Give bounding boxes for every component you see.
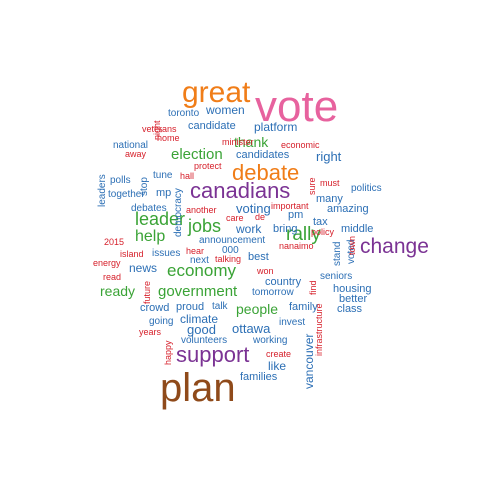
word-create: create bbox=[266, 349, 292, 359]
word-families: families bbox=[240, 371, 278, 383]
word-better: better bbox=[339, 293, 368, 305]
word-another: another bbox=[186, 205, 217, 215]
word-proud: proud bbox=[176, 301, 205, 313]
word-000: 000 bbox=[222, 245, 239, 256]
word-housing: housing bbox=[333, 283, 372, 295]
word-minister: minister bbox=[222, 137, 254, 147]
word-amazing: amazing bbox=[327, 203, 369, 215]
word-climate: climate bbox=[180, 312, 219, 326]
word-hear: hear bbox=[186, 246, 205, 256]
word-good: good bbox=[187, 322, 216, 337]
word-next: next bbox=[190, 255, 209, 266]
word-future: future bbox=[142, 280, 152, 304]
word-veterans: veterans bbox=[142, 124, 177, 134]
word-years: years bbox=[139, 327, 162, 337]
word-tax: tax bbox=[313, 216, 328, 228]
word-care: care bbox=[226, 213, 244, 223]
word-pm: pm bbox=[288, 209, 304, 221]
word-country: country bbox=[265, 276, 302, 288]
word-happy: happy bbox=[163, 340, 173, 365]
word-de: de bbox=[255, 212, 266, 222]
word-tomorrow: tomorrow bbox=[252, 287, 294, 298]
word-rally: rally bbox=[286, 224, 321, 245]
word-policy: policy bbox=[311, 227, 335, 237]
word-work: work bbox=[236, 222, 262, 236]
word-2015: 2015 bbox=[104, 237, 125, 247]
word-great: great bbox=[182, 76, 251, 109]
word-won: won bbox=[257, 266, 274, 276]
word-sure: sure bbox=[307, 177, 317, 195]
word-talking: talking bbox=[215, 254, 242, 264]
word-volunteers: volunteers bbox=[181, 335, 228, 346]
word-ready: ready bbox=[100, 283, 136, 299]
word-news: news bbox=[129, 261, 158, 275]
word-many: many bbox=[316, 193, 343, 205]
word-town: town bbox=[347, 235, 357, 255]
word-economy: economy bbox=[167, 261, 236, 280]
word-candidate: candidate bbox=[188, 120, 236, 132]
word-plan: plan bbox=[160, 366, 236, 410]
word-hall: hall bbox=[180, 171, 195, 181]
word-vote: vote bbox=[255, 82, 339, 131]
word-night: night bbox=[152, 120, 162, 140]
word-support: support bbox=[176, 342, 250, 367]
word-going: going bbox=[149, 316, 174, 327]
word-debates: debates bbox=[131, 203, 167, 214]
word-must: must bbox=[320, 178, 340, 188]
word-family: family bbox=[289, 301, 318, 313]
word-voting: voting bbox=[236, 201, 271, 216]
word-politics: politics bbox=[351, 183, 382, 194]
word-women: women bbox=[206, 103, 245, 117]
word-read: read bbox=[103, 272, 122, 282]
word-best: best bbox=[248, 251, 269, 263]
word-democracy: democracy bbox=[173, 187, 184, 237]
word-middle: middle bbox=[341, 223, 374, 235]
word-find: find bbox=[308, 280, 318, 295]
word-announcement: announcement bbox=[199, 235, 266, 246]
word-nanaimo: nanaimo bbox=[279, 241, 314, 251]
word-candidates: candidates bbox=[236, 149, 290, 161]
word-polls: polls bbox=[110, 175, 131, 186]
word-class: class bbox=[337, 303, 363, 315]
word-jobs: jobs bbox=[188, 216, 222, 236]
word-talk: talk bbox=[212, 301, 228, 312]
word-like: like bbox=[268, 359, 287, 373]
word-toronto: toronto bbox=[168, 108, 200, 119]
word-economic: economic bbox=[281, 140, 320, 150]
word-issues: issues bbox=[152, 248, 181, 259]
word-seniors: seniors bbox=[320, 271, 353, 282]
word-change: change bbox=[360, 235, 429, 258]
word-tune: tune bbox=[153, 170, 173, 181]
word-crowd: crowd bbox=[140, 302, 170, 314]
word-stop: stop bbox=[139, 177, 150, 196]
word-bring: bring bbox=[273, 223, 298, 235]
word-help: help bbox=[135, 228, 166, 245]
word-island: island bbox=[120, 249, 144, 259]
word-away: away bbox=[125, 149, 147, 159]
word-platform: platform bbox=[254, 120, 298, 134]
word-thank: thank bbox=[234, 134, 269, 150]
word-protect: protect bbox=[194, 161, 222, 171]
word-ottawa: ottawa bbox=[232, 321, 271, 336]
word-election: election bbox=[171, 146, 223, 163]
word-home: home bbox=[157, 133, 180, 143]
word-stand: stand bbox=[332, 241, 343, 266]
word-government: government bbox=[158, 283, 238, 300]
word-debate: debate bbox=[232, 160, 300, 185]
word-leader: leader bbox=[135, 209, 186, 229]
word-national: national bbox=[113, 140, 149, 151]
word-working: working bbox=[253, 335, 288, 346]
word-together: together bbox=[108, 189, 145, 200]
word-invest: invest bbox=[279, 317, 306, 328]
word-important: important bbox=[271, 201, 309, 211]
word-canadians: canadians bbox=[190, 178, 291, 203]
word-infrastructure: infrastructure bbox=[314, 303, 324, 357]
word-leaders: leaders bbox=[97, 173, 108, 207]
word-energy: energy bbox=[93, 258, 121, 268]
word-right: right bbox=[316, 149, 342, 164]
word-mp: mp bbox=[156, 187, 172, 199]
word-people: people bbox=[236, 301, 279, 317]
